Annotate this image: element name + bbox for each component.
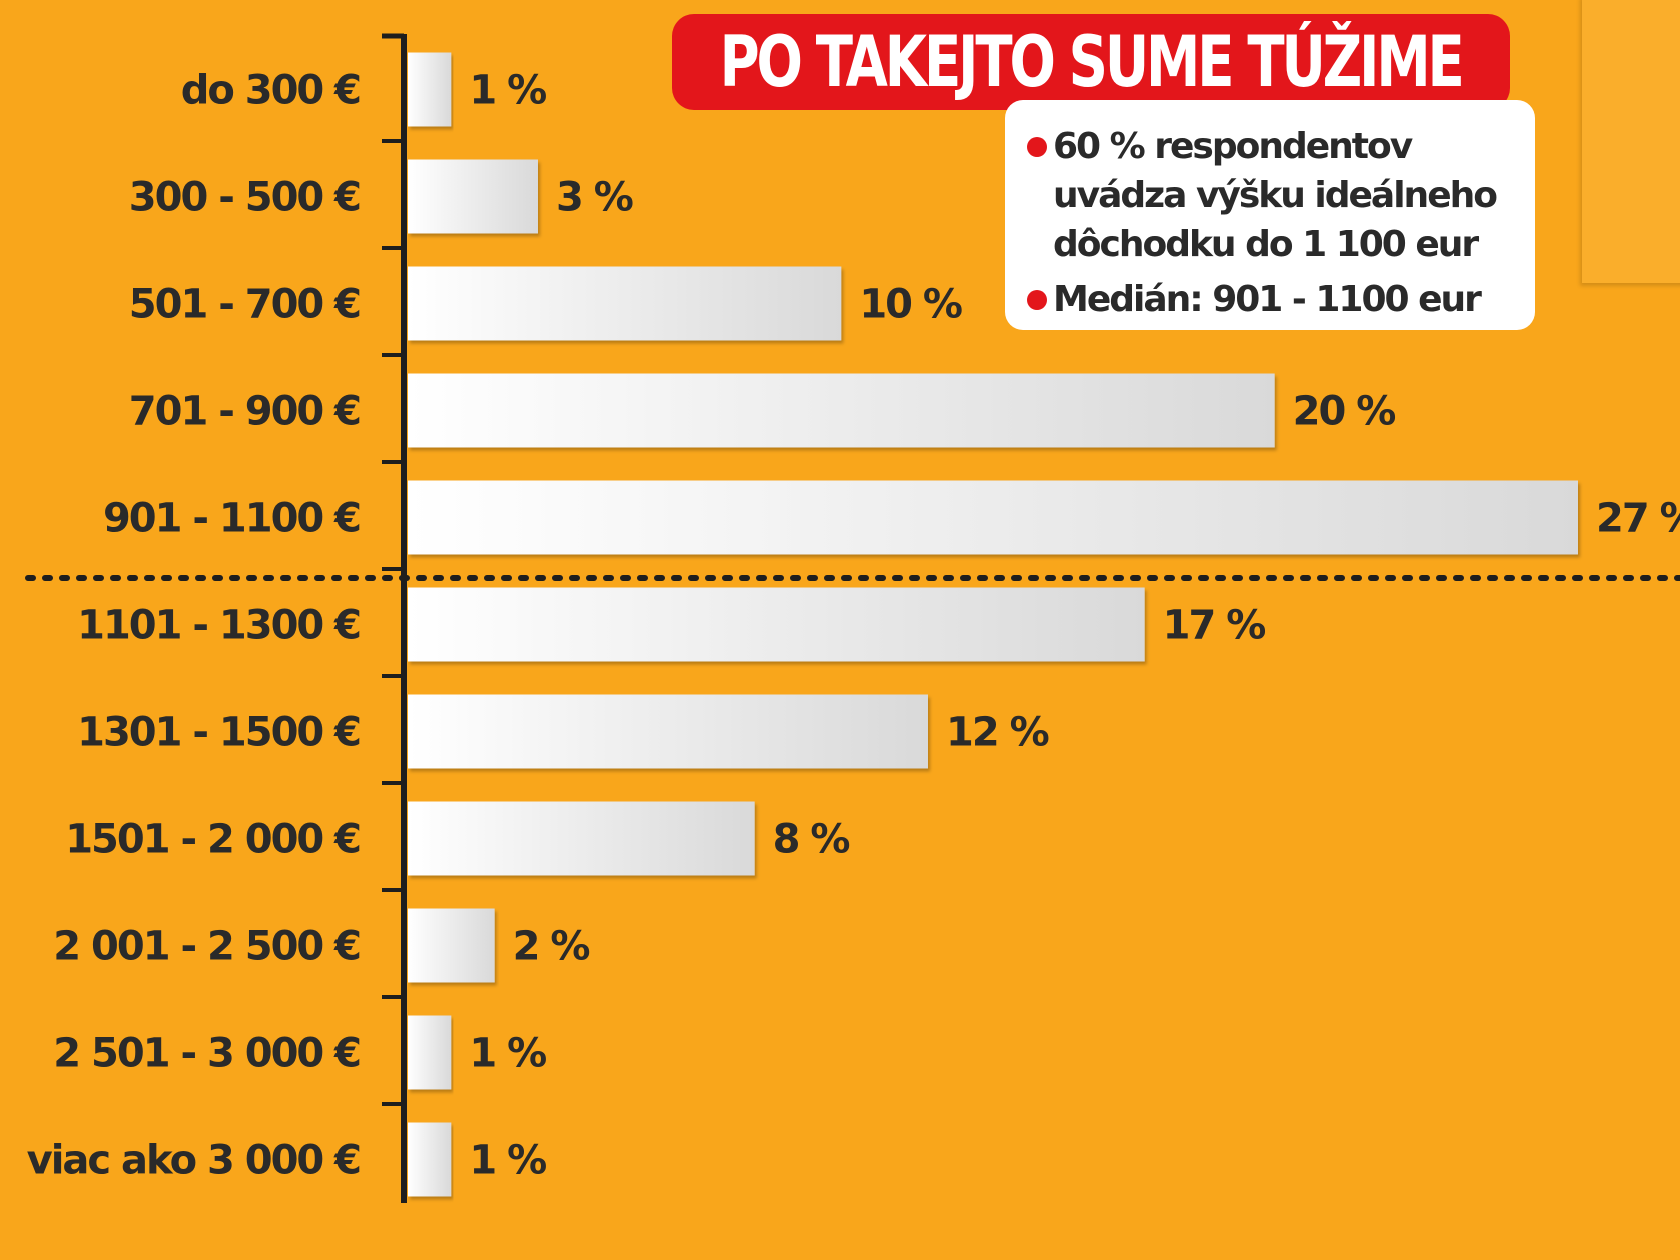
- chart-title-box: PO TAKEJTO SUME TÚŽIME: [672, 14, 1510, 110]
- bullet-dot-icon: [1027, 290, 1047, 310]
- value-label: 17 %: [1163, 603, 1266, 649]
- category-label: viac ako 3 000 €: [27, 1138, 361, 1184]
- bar: [408, 1015, 452, 1090]
- note-text: Medián: 901 - 1100 eur: [1053, 279, 1482, 320]
- bar: [408, 159, 538, 234]
- category-label: 901 - 1100 €: [103, 496, 360, 542]
- bar: [408, 480, 1578, 555]
- category-label: 2 001 - 2 500 €: [53, 924, 360, 970]
- value-label: 2 %: [513, 924, 590, 970]
- note-text: 60 % respondentov uvádza výšku ideálneho…: [1053, 126, 1498, 265]
- chart-title: PO TAKEJTO SUME TÚŽIME: [719, 21, 1465, 103]
- bar: [408, 266, 842, 341]
- bullet-dot-icon: [1027, 137, 1047, 157]
- value-label: 1 %: [469, 1031, 546, 1077]
- bar: [408, 1122, 452, 1197]
- bar: [408, 908, 495, 983]
- notes-box: 60 % respondentov uvádza výšku ideálneho…: [1005, 100, 1535, 330]
- category-label: 1301 - 1500 €: [77, 710, 360, 756]
- bar: [408, 801, 755, 876]
- value-label: 27 %: [1596, 496, 1680, 542]
- value-label: 1 %: [469, 68, 546, 114]
- value-label: 20 %: [1293, 389, 1396, 435]
- category-label: 701 - 900 €: [129, 389, 360, 435]
- value-label: 8 %: [773, 817, 850, 863]
- note-item: 60 % respondentov uvádza výšku ideálneho…: [1027, 122, 1525, 269]
- bar: [408, 373, 1275, 448]
- value-label: 1 %: [469, 1138, 546, 1184]
- value-label: 12 %: [946, 710, 1049, 756]
- note-item: Medián: 901 - 1100 eur: [1027, 275, 1525, 324]
- category-label: 501 - 700 €: [129, 282, 360, 328]
- category-label: 1101 - 1300 €: [77, 603, 360, 649]
- value-label: 10 %: [859, 282, 962, 328]
- corner-panel: [1582, 0, 1680, 283]
- bar: [408, 694, 928, 769]
- category-label: 2 501 - 3 000 €: [53, 1031, 360, 1077]
- category-label: 1501 - 2 000 €: [65, 817, 360, 863]
- bar: [408, 52, 452, 127]
- value-label: 3 %: [556, 175, 633, 221]
- category-label: do 300 €: [181, 68, 360, 114]
- category-label: 300 - 500 €: [129, 175, 360, 221]
- bar: [408, 587, 1145, 662]
